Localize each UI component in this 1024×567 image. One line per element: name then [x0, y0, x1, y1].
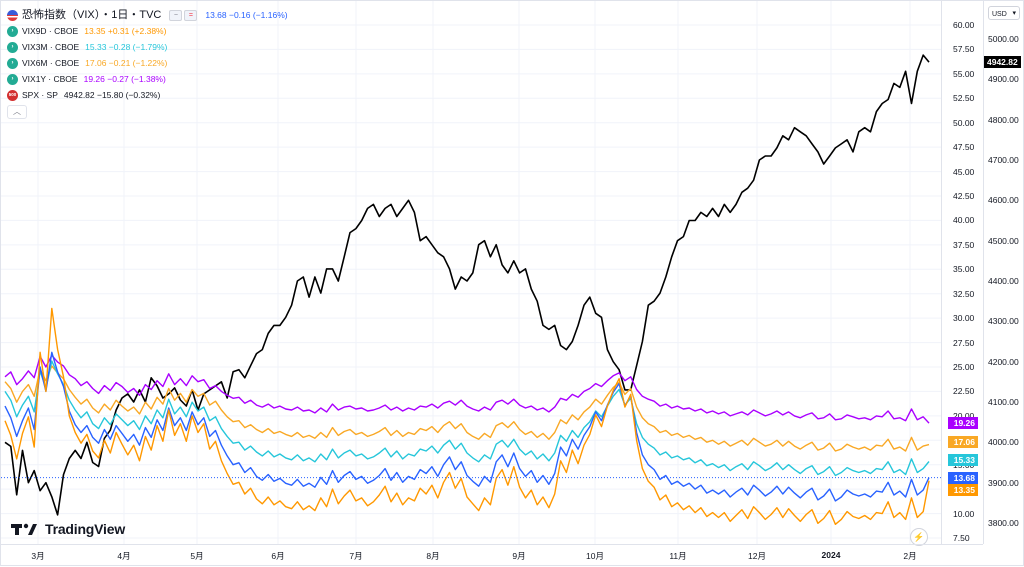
legend-controls: − =	[169, 9, 198, 21]
series-line-vix6m	[4, 365, 930, 452]
legend-item-name: VIX6M · CBOE	[22, 58, 80, 68]
currency-label: USD	[992, 11, 1007, 18]
spx-tick-label: 4300.00	[988, 316, 1019, 327]
time-tick-label: 9月	[512, 551, 526, 561]
spx-tick-label: 4000.00	[988, 437, 1019, 448]
cboe-icon: ›	[7, 41, 18, 53]
cboe-icon: ›	[7, 73, 18, 85]
series-line-vix3m	[4, 360, 930, 477]
spx-tick-label: 5000.00	[988, 34, 1019, 44]
legend-item-values: 17.06 −0.21 (−1.22%)	[85, 58, 168, 68]
spx-tick-label: 3800.00	[988, 518, 1019, 528]
time-tick-label: 12月	[748, 551, 766, 561]
last-value-tag-vix6m: 17.06	[948, 436, 978, 448]
us-flag-icon	[7, 9, 18, 21]
last-value-tag-vix1y: 19.26	[948, 417, 978, 429]
plot-area[interactable]	[1, 1, 941, 544]
equals-icon[interactable]: =	[184, 9, 198, 21]
legend-item-values: 4942.82 −15.80 (−0.32%)	[63, 90, 161, 100]
time-tick-label: 7月	[349, 551, 363, 561]
vix-tick-label: 32.50	[953, 288, 975, 299]
legend-title-row[interactable]: 恐怖指数（VIX）・1日・TVC − = 13.68 −0.16 (−1.16%…	[7, 7, 288, 23]
legend-item-values: 13.35 +0.31 (+2.38%)	[84, 26, 167, 36]
cboe-icon: ›	[7, 57, 18, 69]
legend-item[interactable]: 500 SPX · SP 4942.82 −15.80 (−0.32%)	[7, 87, 288, 103]
vix-tick-label: 37.50	[953, 239, 975, 250]
time-tick-label: 3月	[31, 551, 45, 561]
vix-price-axis[interactable]: 60.00 57.50 55.00 52.50 50.00 47.50 45.00 42.50…	[941, 1, 984, 544]
legend-item-name: VIX3M · CBOE	[22, 42, 80, 52]
legend: 恐怖指数（VIX）・1日・TVC − = 13.68 −0.16 (−1.16%…	[7, 7, 288, 119]
minus-icon[interactable]: −	[169, 9, 183, 21]
currency-selector[interactable]: USD ▾	[988, 6, 1020, 20]
vix-tick-label: 35.00	[953, 264, 975, 275]
vix-tick-label: 60.00	[953, 20, 975, 30]
series-line-spx	[4, 54, 930, 516]
legend-item-values: 15.33 −0.28 (−1.79%)	[85, 42, 168, 52]
legend-item-name: SPX · SP	[22, 90, 58, 100]
legend-item[interactable]: › VIX9D · CBOE 13.35 +0.31 (+2.38%)	[7, 23, 288, 39]
legend-item[interactable]: › VIX3M · CBOE 15.33 −0.28 (−1.79%)	[7, 39, 288, 55]
spx-tick-label: 3900.00	[988, 477, 1019, 488]
legend-title: 恐怖指数（VIX）・1日・TVC	[22, 9, 162, 21]
vix-tick-label: 42.50	[953, 191, 975, 201]
spx-price-axis[interactable]: USD ▾ 5000.00 4900.00 4800.00 4700.00 4600.00…	[983, 1, 1024, 544]
legend-item-name: VIX1Y · CBOE	[22, 74, 78, 84]
legend-item[interactable]: › VIX1Y · CBOE 19.26 −0.27 (−1.38%)	[7, 71, 288, 87]
chevron-down-icon: ▾	[1012, 10, 1016, 17]
cboe-icon: ›	[7, 25, 18, 37]
vix-tick-label: 47.50	[953, 142, 975, 153]
vix-tick-label: 30.00	[953, 313, 975, 324]
spx-tick-label: 4200.00	[988, 356, 1019, 367]
legend-item[interactable]: › VIX6M · CBOE 17.06 −0.21 (−1.22%)	[7, 55, 288, 71]
vix-tick-label: 27.50	[953, 337, 975, 348]
time-tick-label: 4月	[117, 551, 131, 561]
time-tick-label: 11月	[669, 551, 687, 561]
last-value-tag-vix: 13.68	[948, 472, 978, 484]
vix-tick-label: 55.00	[953, 68, 975, 79]
branding-text: TradingView	[45, 521, 126, 537]
chevron-up-icon[interactable]: ︿	[7, 105, 27, 119]
last-value-tag-spx: 4942.82	[984, 56, 1021, 69]
spx-tick-label: 4900.00	[988, 74, 1019, 85]
legend-title-values: 13.68 −0.16 (−1.16%)	[205, 10, 288, 20]
time-tick-label: 5月	[190, 551, 204, 561]
vix-tick-label: 40.00	[953, 215, 975, 226]
vix-tick-label: 52.50	[953, 93, 975, 104]
time-tick-label: 10月	[586, 551, 604, 561]
vix-tick-label: 50.00	[953, 117, 975, 128]
time-tick-label: 2024	[821, 550, 841, 560]
spx-tick-label: 4500.00	[988, 235, 1019, 246]
vix-tick-label: 45.00	[953, 166, 975, 177]
spx-tick-label: 4700.00	[988, 155, 1019, 165]
time-tick-label: 8月	[426, 551, 440, 561]
legend-items: › VIX9D · CBOE 13.35 +0.31 (+2.38%) › VIX3M …	[7, 23, 288, 103]
time-tick-label: 2月	[903, 551, 917, 561]
last-value-tag-vix9d: 13.35	[948, 484, 978, 496]
vix-tick-label: 57.50	[953, 44, 975, 55]
lightning-icon[interactable]: ⚡	[910, 528, 928, 546]
series-line-vix1y	[4, 354, 930, 424]
chart-svg	[1, 1, 941, 544]
legend-item-name: VIX9D · CBOE	[22, 26, 79, 36]
vix-tick-label: 20.00	[953, 410, 975, 421]
time-axis[interactable]: 3月 4月 5月 6月 7月 8月 9月 10月 11月 12月 2024 2月	[1, 544, 983, 567]
vix-tick-label: 10.00	[953, 508, 975, 519]
spx-tick-label: 4800.00	[988, 114, 1019, 125]
vix-tick-label: 7.50	[953, 533, 970, 543]
tradingview-mark-icon	[11, 523, 37, 535]
spx-tick-label: 4400.00	[988, 276, 1019, 286]
tradingview-logo: TradingView	[11, 521, 125, 537]
legend-item-values: 19.26 −0.27 (−1.38%)	[83, 74, 166, 84]
vix-tick-label: 22.50	[953, 386, 975, 397]
spx-tick-label: 4100.00	[988, 397, 1019, 407]
vix-tick-label: 25.00	[953, 362, 975, 372]
time-tick-label: 6月	[271, 551, 285, 561]
series-line-vix9d	[4, 307, 930, 525]
last-value-tag-vix3m: 15.33	[948, 454, 978, 466]
series-line-vix	[4, 351, 930, 502]
spx-tick-label: 4600.00	[988, 195, 1019, 206]
sp500-icon: 500	[7, 89, 18, 101]
